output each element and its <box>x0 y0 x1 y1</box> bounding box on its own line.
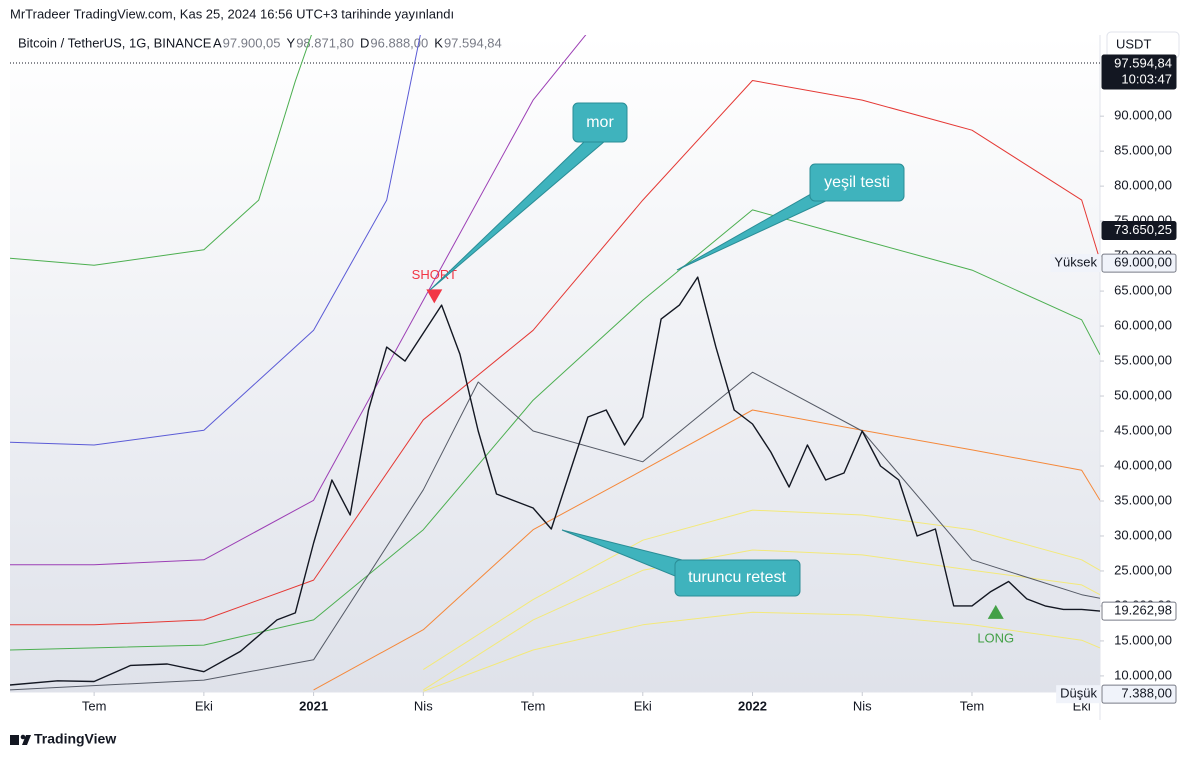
y-tick-label: 65.000,00 <box>1114 283 1172 298</box>
price-caption-box <box>1056 685 1101 704</box>
y-tick-label: 40.000,00 <box>1114 457 1172 472</box>
plot <box>10 35 1100 692</box>
x-tick-label: Nis <box>853 698 872 713</box>
x-tick-label: Nis <box>414 698 433 713</box>
ohlc-key: A <box>213 35 222 50</box>
ohlc-key: K <box>434 35 443 50</box>
ohlc-key: D <box>360 35 369 50</box>
y-tick-label: 90.000,00 <box>1114 108 1172 123</box>
series-line <box>10 276 1100 686</box>
price-label-box <box>1101 684 1177 704</box>
price-label: 19.262,98 <box>1114 603 1172 618</box>
y-tick-label: 45.000,00 <box>1114 422 1172 437</box>
ohlc-value: 97.900,05 <box>223 35 281 50</box>
symbol: Bitcoin / TetherUS, 1G, BINANCE <box>18 35 212 50</box>
y-tick-label: 60.000,00 <box>1114 318 1172 333</box>
callout: mor <box>429 102 628 291</box>
countdown: 10:03:47 <box>1121 71 1172 86</box>
y-tick-label: 35.000,00 <box>1114 492 1172 507</box>
callout-text: yeşil testi <box>824 174 890 191</box>
callout-text: mor <box>586 114 614 131</box>
y-tick-label: 80.000,00 <box>1114 178 1172 193</box>
price-label-box <box>1101 54 1177 90</box>
x-tick-label: Eki <box>634 698 652 713</box>
x-tick-label: Tem <box>960 698 985 713</box>
series-line <box>10 35 587 566</box>
price-label: 69.000,00 <box>1114 255 1172 270</box>
ohlc-value: 98.871,80 <box>296 35 354 50</box>
signal-marker <box>987 604 1004 619</box>
axes: 10.000,0015.000,0020.000,0025.000,0030.0… <box>82 54 1177 713</box>
ohlc-key: Y <box>287 35 296 50</box>
y-tick-label: 55.000,00 <box>1114 352 1172 367</box>
series-line <box>423 509 1100 671</box>
series-line <box>10 35 421 446</box>
callout-text: turuncu retest <box>688 569 786 586</box>
series-line <box>10 35 312 266</box>
series-line <box>423 611 1100 692</box>
x-tick-label: 2022 <box>738 698 767 713</box>
callout: yeşil testi <box>676 163 905 271</box>
ohlc: A 97.900,05 Y 98.871,80 D 96.888,00 K 97.594,84 <box>213 35 502 50</box>
y-tick-label: 50.000,00 <box>1114 387 1172 402</box>
price-caption-box <box>1050 254 1101 273</box>
price-label-box <box>1101 221 1177 241</box>
price-label: 73.650,25 <box>1114 222 1172 237</box>
price-label-box <box>1101 601 1177 621</box>
callout: turuncu retest <box>561 529 801 597</box>
series-line <box>10 209 1100 651</box>
currency[interactable]: USDT <box>1116 36 1151 51</box>
price-label: 97.594,84 <box>1114 55 1172 70</box>
publisher: MrTradeer TradingView.com, Kas 25, 2024 … <box>10 6 454 21</box>
price-caption: Yüksek <box>1054 255 1097 270</box>
price-label: 7.388,00 <box>1121 686 1172 701</box>
time-axis <box>10 692 1100 720</box>
series-line <box>10 80 1100 626</box>
plot-area <box>10 35 1100 692</box>
x-tick-label: Tem <box>82 698 107 713</box>
series-line <box>423 549 1100 691</box>
series-line <box>10 371 1100 691</box>
price-label-box <box>1101 253 1177 273</box>
x-tick-label: Eki <box>195 698 213 713</box>
ohlc-value: 96.888,00 <box>370 35 428 50</box>
brand-logo <box>10 734 31 745</box>
y-tick-label: 30.000,00 <box>1114 527 1172 542</box>
signal-label: SHORT <box>412 267 457 282</box>
y-tick-label: 10.000,00 <box>1114 667 1172 682</box>
ohlc-value: 97.594,84 <box>444 35 502 50</box>
brand: TradingView <box>34 731 116 747</box>
x-tick-label: 2021 <box>299 698 328 713</box>
x-tick-label: Tem <box>521 698 546 713</box>
signal-marker <box>426 289 443 304</box>
signal-label: LONG <box>977 630 1014 645</box>
series-line <box>313 409 1100 691</box>
price-caption: Düşük <box>1060 686 1097 701</box>
y-tick-label: 15.000,00 <box>1114 632 1172 647</box>
y-tick-label: 85.000,00 <box>1114 143 1172 158</box>
y-tick-label: 25.000,00 <box>1114 562 1172 577</box>
